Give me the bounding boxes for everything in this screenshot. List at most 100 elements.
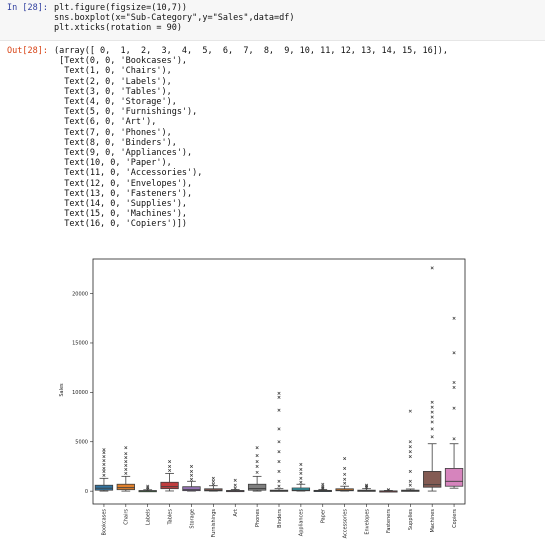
x-tick-label: Tables <box>167 509 173 526</box>
outlier-point <box>299 480 303 484</box>
y-axis: 0 5000 10000 15000 20000 <box>72 291 93 495</box>
outlier-point <box>124 446 128 450</box>
outlier-point <box>102 451 106 455</box>
outlier-point <box>277 469 281 473</box>
outlier-point <box>124 456 128 460</box>
output-line: Text(3, 0, 'Tables'), <box>54 86 172 97</box>
outlier-point <box>364 486 369 490</box>
outlier-point <box>277 391 281 395</box>
x-tick-label: Labels <box>146 509 152 525</box>
outlier-point <box>102 455 106 459</box>
outlier-point <box>102 469 106 473</box>
x-tick-label: Copiers <box>452 509 458 528</box>
box-phones <box>247 446 267 492</box>
box-copiers <box>444 316 464 489</box>
outlier-point <box>343 466 347 470</box>
x-tick-label: Accessories <box>342 509 348 539</box>
outlier-point <box>277 484 281 488</box>
outlier-point <box>430 405 434 409</box>
code-editor[interactable]: plt.figure(figsize=(10,7)) sns.boxplot(x=… <box>54 3 295 33</box>
code-line: sns.boxplot(x="Sub-Category",y="Sales",d… <box>54 13 295 23</box>
outlier-point <box>430 420 434 424</box>
outlier-point <box>408 440 412 444</box>
outlier-point <box>343 457 347 461</box>
y-tick-label: 0 <box>85 489 88 495</box>
output-line: Text(1, 0, 'Chairs'), <box>54 66 172 77</box>
outlier-point <box>321 486 325 490</box>
outlier-point <box>233 483 237 487</box>
outlier-point <box>452 351 456 355</box>
y-tick-label: 20000 <box>72 291 88 297</box>
outlier-point <box>146 484 150 488</box>
box-iqr <box>138 490 157 493</box>
outlier-point <box>430 410 434 414</box>
box-iqr <box>401 489 420 492</box>
outlier-point <box>408 445 412 449</box>
outlier-point <box>233 486 237 490</box>
box-iqr <box>357 489 376 492</box>
outlier-point <box>211 476 215 480</box>
y-tick-label: 15000 <box>72 341 88 347</box>
box-binders <box>269 391 289 492</box>
outlier-point <box>321 484 325 488</box>
outlier-point <box>299 467 303 471</box>
code-line: plt.figure(figsize=(10,7)) <box>54 3 188 13</box>
box-iqr <box>160 481 179 490</box>
box-appliances <box>291 462 311 492</box>
output-line: Text(2, 0, 'Labels'), <box>54 76 172 87</box>
box-furnishings <box>204 476 223 492</box>
outlier-point <box>255 459 259 464</box>
output-line: Text(4, 0, 'Storage'), <box>54 97 177 108</box>
outlier-point <box>233 478 237 482</box>
box-supplies <box>401 409 420 492</box>
x-tick-label: Storage <box>189 509 195 529</box>
outlier-point <box>408 409 412 413</box>
outlier-point <box>189 477 194 481</box>
box-iqr <box>313 489 332 492</box>
outlier-point <box>299 471 303 475</box>
outlier-point <box>430 415 434 419</box>
y-axis-label: Sales <box>59 383 65 397</box>
x-tick-label: Appliances <box>299 509 305 537</box>
outlier-point <box>146 486 150 490</box>
outlier-point <box>321 482 325 486</box>
outlier-point <box>452 380 456 385</box>
outlier-point <box>277 440 281 444</box>
outlier-point <box>189 469 194 473</box>
code-line: plt.xticks(rotation = 90) <box>54 23 182 33</box>
box-fasteners <box>379 488 398 493</box>
outlier-point <box>386 488 390 492</box>
plot-frame <box>92 258 466 505</box>
input-cell[interactable] <box>0 0 545 41</box>
box-accessories <box>335 457 354 492</box>
outlier-point <box>343 472 347 476</box>
x-tick-label: Fasteners <box>386 509 392 533</box>
output-prompt: Out[28]: <box>7 46 48 56</box>
x-tick-label: Machines <box>430 509 436 533</box>
x-tick-label: Furnishings <box>211 509 217 538</box>
output-text: (array([ 0, 1, 2, 3, 4, 5, 6, 7, 8, 9, 1… <box>54 46 448 230</box>
box-iqr <box>94 484 114 491</box>
outlier-point <box>255 454 259 458</box>
output-line: Text(16, 0, 'Copiers')]) <box>54 219 188 230</box>
outlier-point <box>408 450 412 454</box>
output-line: Text(9, 0, 'Appliances'), <box>54 148 193 159</box>
x-tick-label: Paper <box>321 508 327 523</box>
outlier-point <box>146 487 150 491</box>
outlier-point <box>124 467 128 471</box>
outlier-point <box>255 446 259 450</box>
box-iqr <box>247 483 267 491</box>
box-iqr <box>226 490 245 493</box>
output-line: (array([ 0, 1, 2, 3, 4, 5, 6, 7, 8, 9, 1… <box>54 46 449 56</box>
box-machines <box>423 266 442 492</box>
output-line: Text(6, 0, 'Art'), <box>54 117 157 128</box>
y-tick-label: 5000 <box>75 439 88 445</box>
box-envelopes <box>357 483 376 492</box>
outlier-point <box>277 450 281 454</box>
box-iqr <box>423 470 442 488</box>
box-iqr <box>379 490 398 493</box>
box-art <box>226 478 245 493</box>
outlier-point <box>102 448 106 452</box>
outlier-point <box>430 435 434 439</box>
box-labels <box>138 484 157 493</box>
